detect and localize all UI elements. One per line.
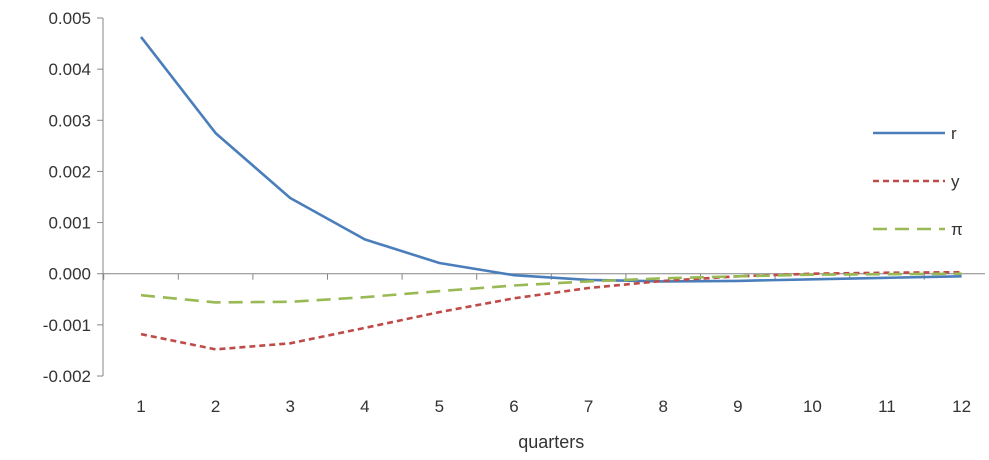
y-tick-label: -0.001 [43, 316, 91, 335]
x-tick-label: 10 [803, 397, 822, 416]
tick-labels: 0.005 0.004 0.003 0.002 0.001 0.000 -0.001 -0.0… [43, 9, 971, 416]
x-tick-label: 1 [136, 397, 145, 416]
x-tick-label: 11 [878, 397, 896, 416]
x-tick-label: 6 [509, 397, 518, 416]
y-tick-label: 0.003 [48, 111, 91, 130]
axes [97, 17, 985, 377]
y-tick-label: 0.002 [48, 162, 91, 181]
y-tick-label: 0.004 [48, 60, 91, 79]
x-tick-label: 7 [584, 397, 593, 416]
y-tick-label: 0.000 [48, 265, 91, 284]
y-tick-label: -0.002 [43, 367, 91, 386]
y-tick-label: 0.001 [48, 214, 91, 233]
x-tick-label: 12 [952, 397, 971, 416]
series-lines [139, 36, 962, 351]
x-tick-label: 2 [211, 397, 220, 416]
x-axis-title: quarters [518, 432, 584, 452]
x-tick-label: 8 [658, 397, 667, 416]
series-line-pi [140, 272, 962, 304]
legend-label-r: r [951, 124, 957, 143]
x-tick-label: 4 [360, 397, 369, 416]
series-line-y [140, 270, 962, 351]
x-tick-label: 9 [733, 397, 742, 416]
x-tick-label: 5 [435, 397, 444, 416]
x-tick-label: 3 [285, 397, 294, 416]
legend-label-pi: π [951, 220, 963, 239]
legend-label-y: y [951, 172, 960, 191]
legend: r y π [873, 124, 963, 239]
y-tick-label: 0.005 [48, 9, 91, 28]
series-line-r [139, 36, 962, 283]
